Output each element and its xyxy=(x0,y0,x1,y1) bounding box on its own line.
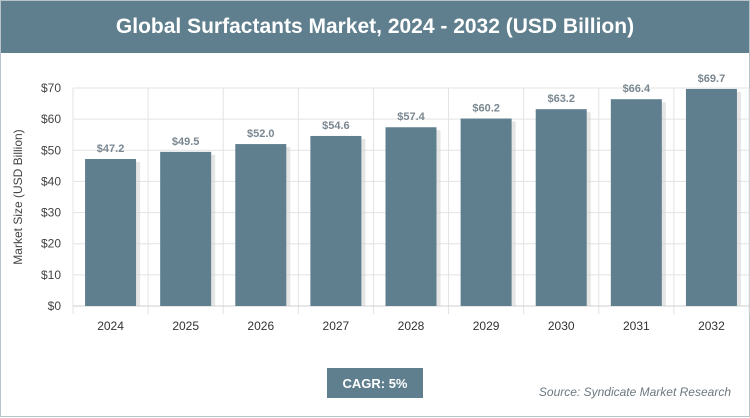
cagr-badge: CAGR: 5% xyxy=(327,368,423,398)
chart-title: Global Surfactants Market, 2024 - 2032 (… xyxy=(1,1,749,53)
value-label: $60.2 xyxy=(472,103,500,115)
value-label: $63.2 xyxy=(547,93,575,105)
bar-2025 xyxy=(160,151,212,306)
y-tick-label: $50 xyxy=(41,143,61,157)
bar-2030 xyxy=(535,109,587,306)
x-tick-label: 2028 xyxy=(398,319,425,333)
value-label: $47.2 xyxy=(97,143,125,155)
y-tick-label: $60 xyxy=(41,112,61,126)
bars xyxy=(85,88,741,307)
x-tick-label: 2024 xyxy=(97,319,124,333)
bar-2031 xyxy=(610,99,662,306)
bar-2026 xyxy=(235,144,287,306)
x-axis-ticks: 2024 2025 2026 2027 2028 2029 2030 2031 2032 xyxy=(97,319,725,333)
y-tick-label: $10 xyxy=(41,268,61,282)
bar-2027 xyxy=(310,135,362,306)
bar-2032 xyxy=(685,88,737,306)
source-note: Source: Syndicate Market Research xyxy=(538,385,731,399)
value-label: $69.7 xyxy=(698,73,726,85)
bar-2029 xyxy=(460,118,512,307)
x-tick-label: 2027 xyxy=(323,319,350,333)
x-tick-label: 2025 xyxy=(172,319,199,333)
value-label: $52.0 xyxy=(247,128,275,140)
y-axis-label: Market Size (USD Billion) xyxy=(11,129,25,264)
x-tick-label: 2030 xyxy=(548,319,575,333)
y-axis-ticks: $0 $10 $20 $30 $40 $50 $60 $70 xyxy=(41,81,61,313)
bar-2024 xyxy=(85,159,137,306)
y-tick-label: $40 xyxy=(41,174,61,188)
y-tick-label: $20 xyxy=(41,237,61,251)
x-tick-label: 2029 xyxy=(473,319,500,333)
x-tick-label: 2026 xyxy=(247,319,274,333)
value-label: $49.5 xyxy=(172,136,200,148)
value-label: $57.4 xyxy=(397,111,425,123)
value-labels: $47.2 $49.5 $52.0 $54.6 $57.4 $60.2 $63.2 $66.4… xyxy=(97,73,725,155)
x-tick-label: 2032 xyxy=(698,319,725,333)
y-tick-label: $70 xyxy=(41,81,61,95)
bar-2028 xyxy=(385,127,437,307)
x-tick-label: 2031 xyxy=(623,319,650,333)
value-label: $66.4 xyxy=(623,83,651,95)
y-tick-label: $30 xyxy=(41,206,61,220)
value-label: $54.6 xyxy=(322,120,350,132)
y-tick-label: $0 xyxy=(48,299,62,313)
